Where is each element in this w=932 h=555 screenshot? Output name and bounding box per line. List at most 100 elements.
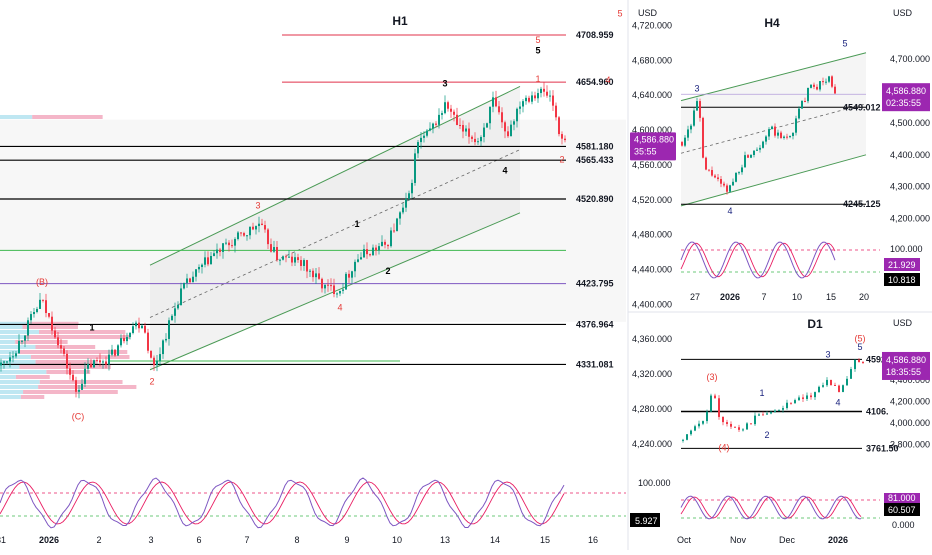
candle-body — [384, 241, 386, 245]
h4-pane[interactable]: 4549.0124245.125534H4USD4,700.0004,600.0… — [680, 8, 930, 302]
candle-body — [693, 110, 695, 126]
volume-bar-blue — [0, 340, 16, 344]
candle-body — [414, 153, 416, 183]
price-tick: 4,320.000 — [632, 369, 672, 379]
volume-bar-blue — [0, 335, 25, 339]
stoch-k-value: 21.929 — [888, 260, 916, 270]
volume-bar-blue — [0, 345, 36, 349]
candle-body — [468, 128, 470, 137]
candle-body — [129, 332, 131, 338]
volume-bar-blue — [0, 330, 40, 334]
wave-label: (3) — [707, 372, 718, 382]
candle-body — [84, 368, 86, 384]
candle-body — [210, 255, 212, 265]
candle-body — [237, 232, 239, 240]
candle-body — [816, 86, 818, 90]
candle-body — [723, 183, 725, 186]
volume-bar-blue — [0, 355, 31, 359]
wave-label: 3 — [694, 84, 699, 94]
d1-pane[interactable]: 4592 4106. 3761.50 (5)5 3 (3) 1 4 2 (4) D1 USD 4,400… — [677, 317, 930, 545]
candle-body — [822, 385, 824, 387]
candle-body — [216, 249, 218, 254]
candle-body — [750, 155, 752, 158]
candle-body — [315, 273, 317, 278]
candle-body — [534, 95, 536, 99]
candle-body — [162, 340, 164, 355]
candle-body — [177, 304, 179, 309]
volume-bar-pink — [39, 380, 123, 384]
current-price-badge — [882, 351, 930, 380]
candle-body — [423, 135, 425, 138]
candle-body — [159, 354, 161, 361]
candle-body — [21, 340, 23, 342]
price-tick: 4,700.000 — [890, 54, 930, 64]
candle-body — [336, 293, 338, 295]
candle-body — [850, 369, 852, 379]
candle-body — [774, 410, 776, 413]
candle-body — [24, 335, 26, 341]
stoch-k-value: 81.000 — [888, 493, 916, 503]
candle-body — [276, 247, 278, 261]
candle-body — [393, 230, 395, 232]
candle-body — [789, 136, 791, 138]
candle-body — [435, 123, 437, 125]
candle-body — [825, 81, 827, 83]
date-tick: 10 — [392, 535, 402, 545]
candle-body — [756, 149, 758, 151]
channel-mid-line — [680, 103, 867, 154]
level-label: 4565.433 — [576, 155, 614, 165]
candle-body — [27, 320, 29, 336]
candle-body — [63, 348, 65, 354]
volume-bar-pink — [19, 365, 111, 369]
date-tick: 8 — [294, 535, 299, 545]
candle-body — [252, 226, 254, 230]
candle-body — [96, 360, 98, 362]
price-tick: 4,300.000 — [890, 182, 930, 192]
candle-body — [291, 256, 293, 263]
volume-bar-blue — [0, 350, 19, 354]
candle-body — [78, 389, 80, 392]
candle-body — [747, 155, 749, 158]
h1-pane[interactable]: 4708.959 4654.960 4581.180 4565.433 4520.890… — [0, 8, 676, 545]
candle-body — [312, 270, 314, 278]
channel-fill — [150, 86, 520, 370]
level-label: 4581.180 — [576, 141, 614, 151]
candle-body — [180, 288, 182, 305]
candle-body — [300, 260, 302, 266]
candle-body — [294, 257, 296, 263]
candle-body — [108, 354, 110, 365]
price-tick: 4,600.000 — [632, 125, 672, 135]
candle-body — [714, 395, 716, 399]
candle-body — [186, 278, 188, 283]
channel-fill — [681, 52, 866, 206]
candle-body — [99, 360, 101, 363]
candle-body — [381, 241, 383, 247]
level-label: 4520.890 — [576, 194, 614, 204]
candle-body — [786, 402, 788, 409]
candle-body — [717, 177, 719, 180]
h1-stochastic: 100.000 5.927 — [0, 477, 671, 529]
wave-label: 4 — [502, 166, 507, 176]
candle-body — [102, 361, 104, 363]
candle-body — [710, 395, 712, 412]
candle-body — [228, 242, 230, 246]
date-tick: 20 — [859, 292, 869, 302]
candle-body — [6, 361, 8, 363]
wave-label: (4) — [719, 443, 730, 453]
wave-label: 5 — [857, 342, 862, 352]
price-tick: 4,560.000 — [632, 160, 672, 170]
volume-bar-pink — [38, 385, 137, 389]
candle-body — [417, 142, 419, 154]
candle-body — [72, 374, 74, 381]
candle-body — [321, 278, 323, 289]
candle-body — [51, 316, 53, 331]
candle-body — [732, 181, 734, 186]
candle-body — [267, 229, 269, 245]
candle-body — [426, 130, 428, 136]
candle-body — [153, 357, 155, 366]
volume-bar-pink — [39, 330, 126, 334]
candle-body — [12, 356, 14, 358]
stoch-value: 5.927 — [635, 516, 658, 526]
